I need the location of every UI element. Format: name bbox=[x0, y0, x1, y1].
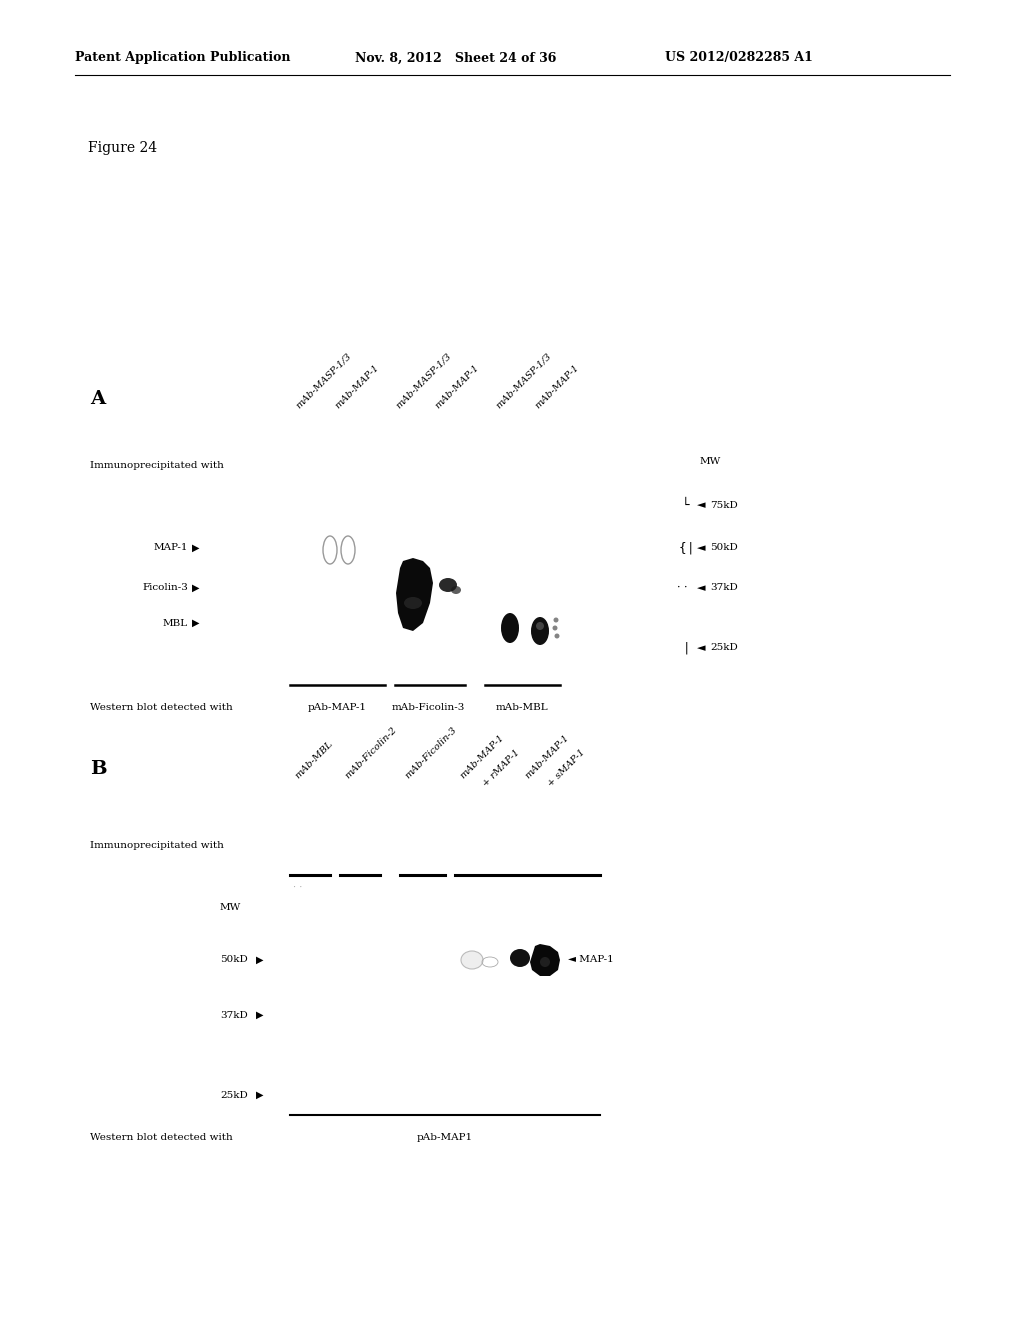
Text: mAb-Ficolin-3: mAb-Ficolin-3 bbox=[403, 725, 459, 780]
Text: 25kD: 25kD bbox=[710, 644, 737, 652]
Text: Immunoprecipitated with: Immunoprecipitated with bbox=[90, 841, 224, 850]
Ellipse shape bbox=[461, 950, 483, 969]
Polygon shape bbox=[396, 558, 433, 631]
Text: 50kD: 50kD bbox=[220, 956, 248, 965]
Text: ▶: ▶ bbox=[193, 583, 200, 593]
Text: pAb-MAP1: pAb-MAP1 bbox=[417, 1133, 473, 1142]
Text: ◄ MAP-1: ◄ MAP-1 bbox=[568, 956, 613, 965]
Text: mAb-MAP-1: mAb-MAP-1 bbox=[334, 363, 381, 411]
Ellipse shape bbox=[536, 622, 544, 630]
Polygon shape bbox=[530, 944, 560, 975]
Ellipse shape bbox=[501, 612, 519, 643]
Text: 37kD: 37kD bbox=[710, 583, 737, 593]
Text: 75kD: 75kD bbox=[710, 500, 737, 510]
Text: B: B bbox=[90, 760, 106, 777]
Text: MW: MW bbox=[700, 458, 721, 466]
Text: |: | bbox=[683, 642, 691, 655]
Text: mAb-MASP-1/3: mAb-MASP-1/3 bbox=[494, 351, 553, 411]
Text: ▶: ▶ bbox=[193, 618, 200, 628]
Text: 50kD: 50kD bbox=[710, 544, 737, 553]
Text: ▶: ▶ bbox=[193, 543, 200, 553]
Text: Ficolin-3: Ficolin-3 bbox=[142, 583, 188, 593]
Ellipse shape bbox=[554, 618, 558, 623]
Text: ▶: ▶ bbox=[256, 1090, 263, 1100]
Text: · ·: · · bbox=[293, 883, 302, 892]
Text: MW: MW bbox=[220, 903, 242, 912]
Text: ◄: ◄ bbox=[697, 643, 706, 653]
Ellipse shape bbox=[553, 626, 557, 631]
Text: mAb-MAP-1: mAb-MAP-1 bbox=[534, 363, 582, 411]
Ellipse shape bbox=[439, 578, 457, 591]
Ellipse shape bbox=[404, 597, 422, 609]
Text: mAb-MAP-1: mAb-MAP-1 bbox=[523, 733, 571, 780]
Text: ▶: ▶ bbox=[256, 1010, 263, 1020]
Text: mAb-Ficolin-2: mAb-Ficolin-2 bbox=[344, 725, 398, 780]
Text: mAb-MBL: mAb-MBL bbox=[496, 702, 548, 711]
Text: ▶: ▶ bbox=[256, 954, 263, 965]
Text: ◄: ◄ bbox=[697, 543, 706, 553]
Ellipse shape bbox=[540, 957, 550, 968]
Text: Patent Application Publication: Patent Application Publication bbox=[75, 51, 291, 65]
Ellipse shape bbox=[555, 634, 559, 639]
Text: ◄: ◄ bbox=[697, 583, 706, 593]
Ellipse shape bbox=[510, 949, 530, 968]
Text: Figure 24: Figure 24 bbox=[88, 141, 157, 154]
Ellipse shape bbox=[531, 616, 549, 645]
Text: MBL: MBL bbox=[163, 619, 188, 627]
Text: mAb-MASP-1/3: mAb-MASP-1/3 bbox=[294, 351, 352, 411]
Text: mAb-MBL: mAb-MBL bbox=[294, 739, 335, 780]
Text: mAb-Ficolin-3: mAb-Ficolin-3 bbox=[391, 702, 465, 711]
Text: mAb-MAP-1: mAb-MAP-1 bbox=[433, 363, 481, 411]
Text: ◄: ◄ bbox=[697, 500, 706, 510]
Text: Immunoprecipitated with: Immunoprecipitated with bbox=[90, 461, 224, 470]
Text: 37kD: 37kD bbox=[220, 1011, 248, 1019]
Ellipse shape bbox=[451, 586, 461, 594]
Text: + sMAP-1: + sMAP-1 bbox=[546, 747, 587, 788]
Text: + rMAP-1: + rMAP-1 bbox=[480, 747, 521, 788]
Text: └: └ bbox=[681, 499, 689, 511]
Text: |: | bbox=[686, 541, 693, 554]
Text: pAb-MAP-1: pAb-MAP-1 bbox=[307, 702, 367, 711]
Text: Nov. 8, 2012   Sheet 24 of 36: Nov. 8, 2012 Sheet 24 of 36 bbox=[355, 51, 556, 65]
Text: MAP-1: MAP-1 bbox=[154, 544, 188, 553]
Text: mAb-MAP-1: mAb-MAP-1 bbox=[459, 733, 506, 780]
Text: mAb-MASP-1/3: mAb-MASP-1/3 bbox=[393, 351, 453, 411]
Text: Western blot detected with: Western blot detected with bbox=[90, 702, 232, 711]
Text: US 2012/0282285 A1: US 2012/0282285 A1 bbox=[665, 51, 813, 65]
Text: 25kD: 25kD bbox=[220, 1090, 248, 1100]
Text: {: { bbox=[678, 541, 686, 554]
Text: Western blot detected with: Western blot detected with bbox=[90, 1133, 232, 1142]
Text: · ·: · · bbox=[677, 583, 687, 593]
Text: A: A bbox=[90, 389, 105, 408]
